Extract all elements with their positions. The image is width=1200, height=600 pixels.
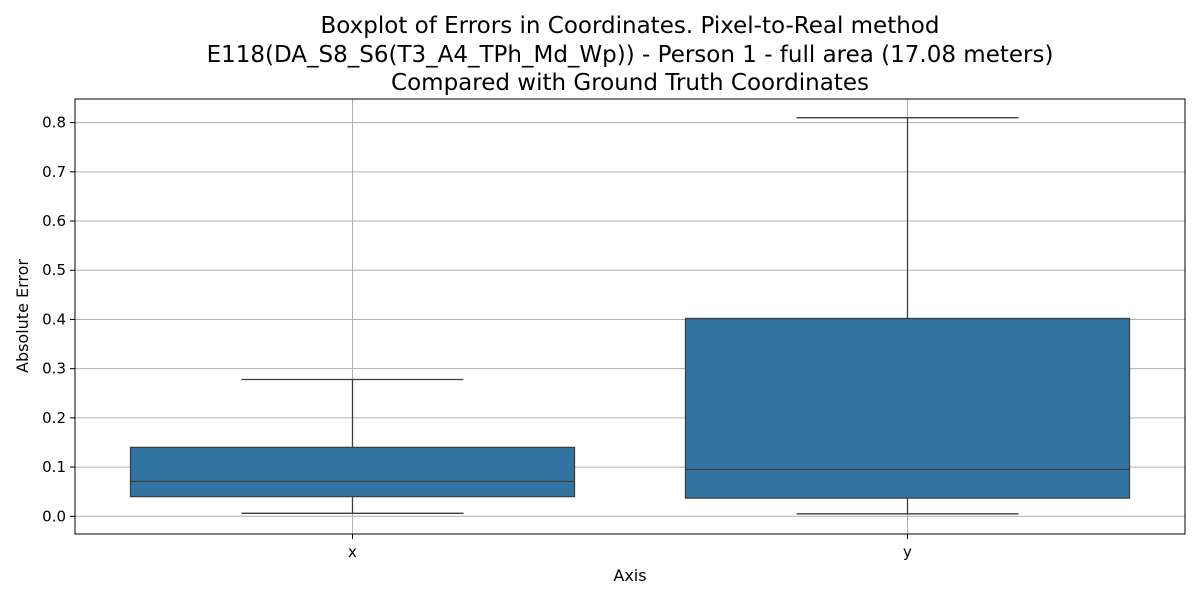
y-tick-label: 0.1 — [42, 458, 66, 476]
y-tick-label: 0.0 — [42, 507, 66, 525]
x-axis-label: Axis — [613, 566, 646, 585]
y-axis-ticks: 0.0 0.1 0.2 0.3 0.4 0.5 0.6 0.7 0.8 — [42, 114, 75, 525]
y-tick-label: 0.3 — [42, 360, 66, 378]
title-line-2: E118(DA_S8_S6(T3_A4_TPh_Md_Wp)) - Person… — [207, 42, 1054, 68]
y-tick-label: 0.7 — [42, 163, 66, 181]
chart-title: Boxplot of Errors in Coordinates. Pixel-… — [207, 13, 1054, 96]
plot-frame — [74, 98, 1186, 535]
iqr-box — [684, 317, 1131, 499]
y-tick-label: 0.8 — [42, 114, 66, 132]
y-tick-label: 0.6 — [42, 212, 66, 230]
x-tick-label: y — [903, 543, 912, 561]
y-tick-label: 0.4 — [42, 310, 66, 328]
title-line-3: Compared with Ground Truth Coordinates — [391, 70, 869, 96]
box-x — [129, 378, 576, 514]
y-axis-label: Absolute Error — [13, 259, 32, 373]
x-tick-label: x — [348, 543, 357, 561]
y-tick-label: 0.5 — [42, 261, 66, 279]
iqr-box — [129, 446, 576, 498]
box-series — [129, 117, 1131, 515]
box-y — [684, 117, 1131, 515]
y-tick-label: 0.2 — [42, 409, 66, 427]
title-line-1: Boxplot of Errors in Coordinates. Pixel-… — [321, 13, 940, 39]
